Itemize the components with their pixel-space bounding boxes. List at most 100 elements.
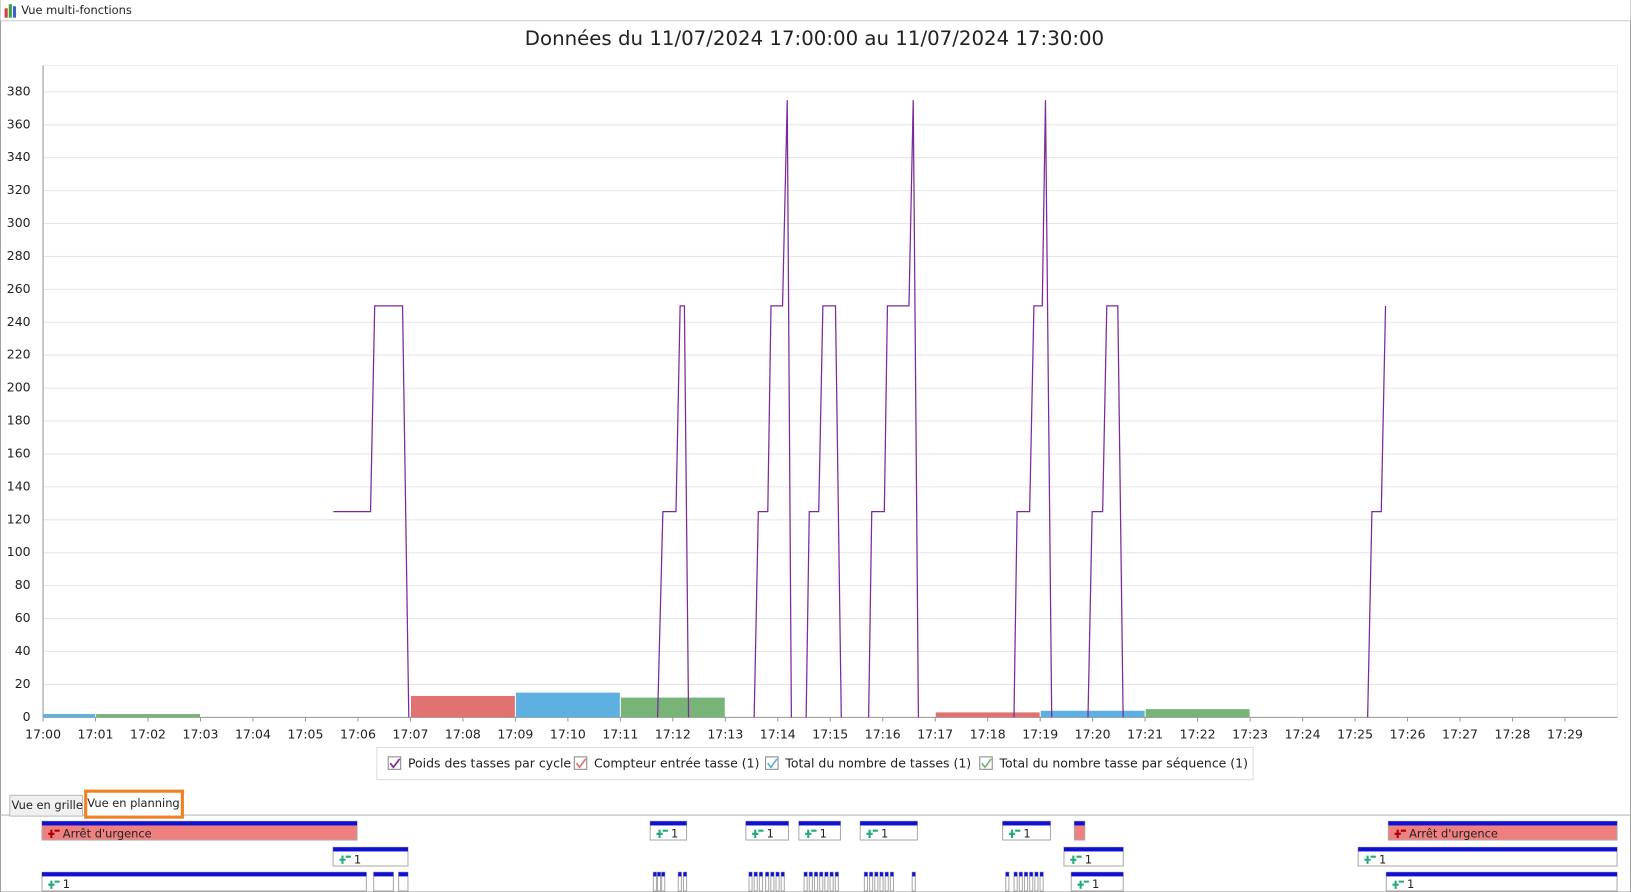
y-tick-label: 240 (7, 314, 31, 329)
y-tick-label: 100 (7, 544, 31, 559)
planning-item-top (830, 872, 834, 877)
plot-area (42, 64, 1618, 718)
y-tick-label: 0 (23, 709, 31, 724)
planning-item-top (804, 872, 808, 877)
planning-item-top (1002, 821, 1051, 826)
planning-label: 1 (1092, 877, 1099, 891)
y-tick-label: 140 (7, 478, 31, 493)
x-tick-label: 17:08 (445, 727, 481, 742)
planning-icon (1364, 855, 1376, 864)
planning-item-top (683, 872, 687, 877)
planning-item-top (885, 872, 889, 877)
planning-label: 1 (1407, 877, 1414, 891)
tab-label[interactable]: Vue en planning (87, 796, 179, 810)
planning-icon (805, 829, 817, 838)
x-tick-label: 17:01 (78, 727, 114, 742)
planning-item-top (657, 872, 661, 877)
planning-item-top (1005, 872, 1009, 877)
planning-label: 1 (354, 852, 361, 866)
x-tick-label: 17:06 (340, 727, 376, 742)
planning-icon (752, 829, 764, 838)
tab-active[interactable] (84, 789, 184, 819)
planning-icon (866, 829, 878, 838)
planning-label: Arrêt d'urgence (1409, 826, 1498, 840)
planning-icon (1392, 880, 1404, 889)
legend-label: Compteur entrée tasse (1) (594, 756, 759, 771)
planning-item-top (879, 872, 884, 877)
bar (935, 712, 1040, 718)
line-series (805, 305, 842, 718)
line-series (656, 305, 690, 718)
x-tick-label: 17:03 (183, 727, 219, 742)
y-tick-label: 220 (7, 347, 31, 362)
planning-item-top (42, 872, 367, 877)
planning-item-top (874, 872, 878, 877)
x-tick-label: 17:02 (130, 727, 166, 742)
tab-label[interactable]: Vue en grille (12, 798, 83, 812)
line-series (868, 100, 920, 718)
y-tick-label: 300 (7, 215, 31, 230)
planning-item-top (781, 872, 785, 877)
planning-item-top (824, 872, 828, 877)
line-series (333, 305, 410, 718)
line-series (1087, 305, 1124, 718)
planning-item-top (678, 872, 682, 877)
y-tick-label: 60 (15, 610, 31, 625)
bar (515, 692, 620, 718)
x-tick-label: 17:19 (1022, 727, 1058, 742)
planning-item-top (1386, 872, 1618, 877)
bar (96, 714, 200, 718)
planning-item-top (770, 872, 774, 877)
tab[interactable] (9, 794, 84, 817)
planning-item-top (1034, 872, 1038, 877)
planning-icon (1008, 829, 1021, 838)
planning-label: 1 (1379, 852, 1386, 866)
x-tick-label: 17:22 (1180, 727, 1216, 742)
x-tick-label: 17:24 (1285, 727, 1321, 742)
planning-icon (1070, 855, 1082, 864)
bar (620, 697, 725, 718)
legend-check (389, 758, 401, 769)
planning-item-top (373, 872, 394, 877)
legend-checkbox[interactable] (573, 756, 588, 770)
planning-item-top (809, 872, 813, 877)
planning-item-top (1029, 872, 1033, 877)
planning-item-top (398, 872, 408, 877)
x-tick-label: 17:15 (812, 727, 848, 742)
x-tick-label: 17:04 (235, 727, 271, 742)
planning-item-top (661, 872, 665, 877)
legend-label: Total du nombre de tasses (1) (784, 756, 971, 771)
planning-item-top (653, 872, 657, 877)
y-tick-label: 160 (7, 445, 31, 460)
x-tick-label: 17:18 (970, 727, 1006, 742)
planning-item-top (864, 872, 868, 877)
y-tick-label: 360 (7, 116, 31, 131)
planning-icon (1394, 829, 1407, 838)
planning-label: 1 (1085, 852, 1092, 866)
window-title: Vue multi-fonctions (21, 3, 132, 17)
x-tick-label: 17:25 (1337, 727, 1373, 742)
planning-item-top (814, 872, 818, 877)
planning-item-top (869, 872, 873, 877)
legend-checkbox[interactable] (765, 756, 779, 770)
planning-item-top (650, 821, 687, 826)
planning-label: 1 (767, 826, 774, 840)
planning-item-top (1388, 821, 1618, 826)
x-tick-label: 17:07 (392, 727, 428, 742)
y-tick-label: 260 (7, 281, 31, 296)
y-tick-label: 40 (15, 643, 31, 658)
legend-checkbox[interactable] (979, 756, 993, 770)
y-tick-label: 120 (7, 511, 31, 526)
legend-checkbox[interactable] (387, 756, 402, 770)
legend-check (767, 758, 778, 769)
y-tick-label: 200 (7, 380, 31, 395)
x-tick-label: 17:17 (917, 727, 953, 742)
planning-item-top (748, 872, 753, 877)
bar (1145, 709, 1250, 718)
x-tick-label: 17:13 (707, 727, 743, 742)
title-bar (0, 0, 1631, 21)
planning-item-top (1071, 872, 1124, 877)
x-tick-label: 17:27 (1442, 727, 1478, 742)
